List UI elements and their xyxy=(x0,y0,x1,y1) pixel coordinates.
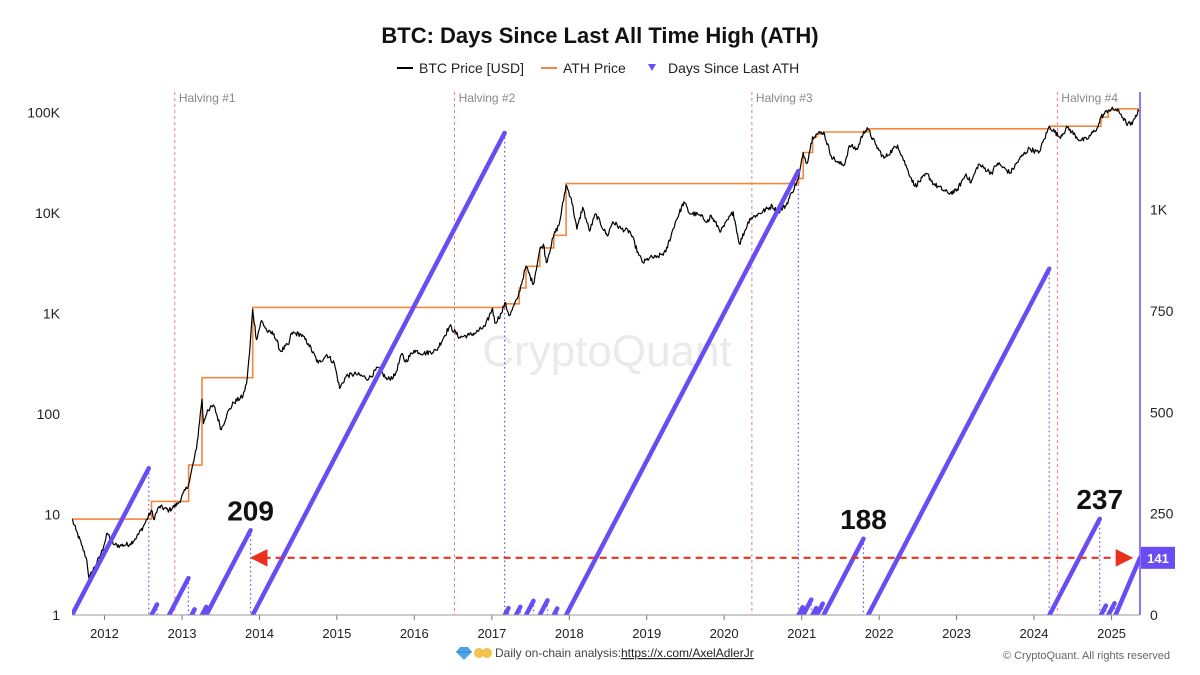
y-right-tick-label: 750 xyxy=(1150,303,1174,319)
days-since-ath-ramp xyxy=(551,606,560,615)
x-tick-label: 2023 xyxy=(942,626,971,641)
days-since-ath-ramp xyxy=(502,605,511,615)
annotations: 209 188 237 141 xyxy=(227,484,1175,569)
annotation-label: 237 xyxy=(1076,484,1123,515)
days-since-ath-ramp xyxy=(523,598,536,615)
days-since-ath-ramp xyxy=(250,130,507,615)
days-since-ath-ramp xyxy=(513,604,523,615)
y-right-tick-label: 500 xyxy=(1150,404,1174,420)
x-tick-label: 2017 xyxy=(477,626,506,641)
footer-link[interactable]: https://x.com/AxelAdlerJr xyxy=(621,646,754,660)
days-since-ath-layer xyxy=(72,130,1140,615)
y-left-tick-label: 1 xyxy=(52,607,60,623)
days-since-ath-ramp xyxy=(814,601,825,615)
x-tick-label: 2015 xyxy=(322,626,351,641)
days-since-ath-ramp xyxy=(166,575,191,615)
x-tick-label: 2020 xyxy=(710,626,739,641)
ath-price-layer xyxy=(72,108,1140,520)
axes: 1 10 100 1K 10K 100K 0 250 500 750 1K 2012 2013 2014 2… xyxy=(27,105,1173,641)
footer: Daily on-chain analysis: https://x.com/A… xyxy=(456,646,1170,662)
copyright: © CryptoQuant. All rights reserved xyxy=(1003,650,1170,662)
x-tick-label: 2014 xyxy=(245,626,274,641)
x-tick-label: 2025 xyxy=(1097,626,1126,641)
halving-markers: Halving #1 Halving #2 Halving #3 Halving #4 xyxy=(174,91,1118,615)
legend-swatch-days-since-ath xyxy=(648,64,656,71)
current-value-badge-text: 141 xyxy=(1147,551,1169,566)
y-right-tick-label: 0 xyxy=(1150,607,1158,623)
watermark: CryptoQuant xyxy=(482,327,731,376)
x-tick-label: 2021 xyxy=(787,626,816,641)
y-left-tick-label: 10K xyxy=(35,205,61,221)
x-tick-label: 2013 xyxy=(168,626,197,641)
legend-label-ath-price: ATH Price xyxy=(563,60,626,76)
halving-label: Halving #4 xyxy=(1061,91,1118,105)
days-since-ath-ramp xyxy=(800,597,814,615)
y-right-tick-label: 1K xyxy=(1150,202,1168,218)
x-tick-label: 2016 xyxy=(400,626,429,641)
raised-hands-icon xyxy=(474,648,492,658)
halving-label: Halving #1 xyxy=(179,91,236,105)
days-since-ath-ramp xyxy=(563,168,801,615)
footer-text: Daily on-chain analysis: xyxy=(495,646,621,660)
legend-label-days-since-ath: Days Since Last ATH xyxy=(668,60,799,76)
days-since-ath-ramp xyxy=(203,528,253,615)
gem-icon xyxy=(456,647,472,660)
halving-label: Halving #3 xyxy=(756,91,813,105)
days-since-ath-ramp xyxy=(865,266,1052,615)
annotation-label: 209 xyxy=(227,495,274,526)
days-since-ath-ramp xyxy=(199,604,209,615)
y-left-tick-label: 100 xyxy=(37,406,61,422)
y-left-tick-label: 10 xyxy=(44,507,60,523)
current-value-badge xyxy=(1141,546,1175,569)
days-since-ath-ramp xyxy=(796,605,805,615)
x-tick-label: 2024 xyxy=(1020,626,1049,641)
btc-price-line xyxy=(72,106,1140,580)
y-right-tick-label: 250 xyxy=(1150,506,1174,522)
days-since-ath-ramp xyxy=(537,598,550,615)
btc-price-layer xyxy=(72,106,1140,580)
legend: BTC Price [USD] ATH Price Days Since Las… xyxy=(397,60,799,76)
days-since-ath-ramp xyxy=(189,607,197,615)
x-tick-label: 2018 xyxy=(555,626,584,641)
days-since-ath-ramp xyxy=(1113,555,1140,615)
days-since-ath-ramp xyxy=(72,465,152,615)
days-since-ath-ramp xyxy=(1047,516,1102,615)
annotation-label: 188 xyxy=(840,504,887,535)
ath-price-line xyxy=(72,108,1140,520)
legend-label-btc-price: BTC Price [USD] xyxy=(419,60,524,76)
chart-title: BTC: Days Since Last All Time High (ATH) xyxy=(381,23,818,48)
halving-label: Halving #2 xyxy=(459,91,516,105)
days-since-ath-ramp xyxy=(810,605,819,615)
days-since-ath-ramp xyxy=(821,536,866,615)
days-since-ath-ramp xyxy=(1098,603,1109,615)
x-tick-label: 2022 xyxy=(865,626,894,641)
days-since-ath-ramp xyxy=(1106,600,1117,615)
y-left-tick-label: 1K xyxy=(43,306,61,322)
x-tick-label: 2012 xyxy=(90,626,119,641)
x-tick-label: 2019 xyxy=(632,626,661,641)
y-left-tick-label: 100K xyxy=(27,105,60,121)
days-since-ath-ramp xyxy=(149,602,160,615)
